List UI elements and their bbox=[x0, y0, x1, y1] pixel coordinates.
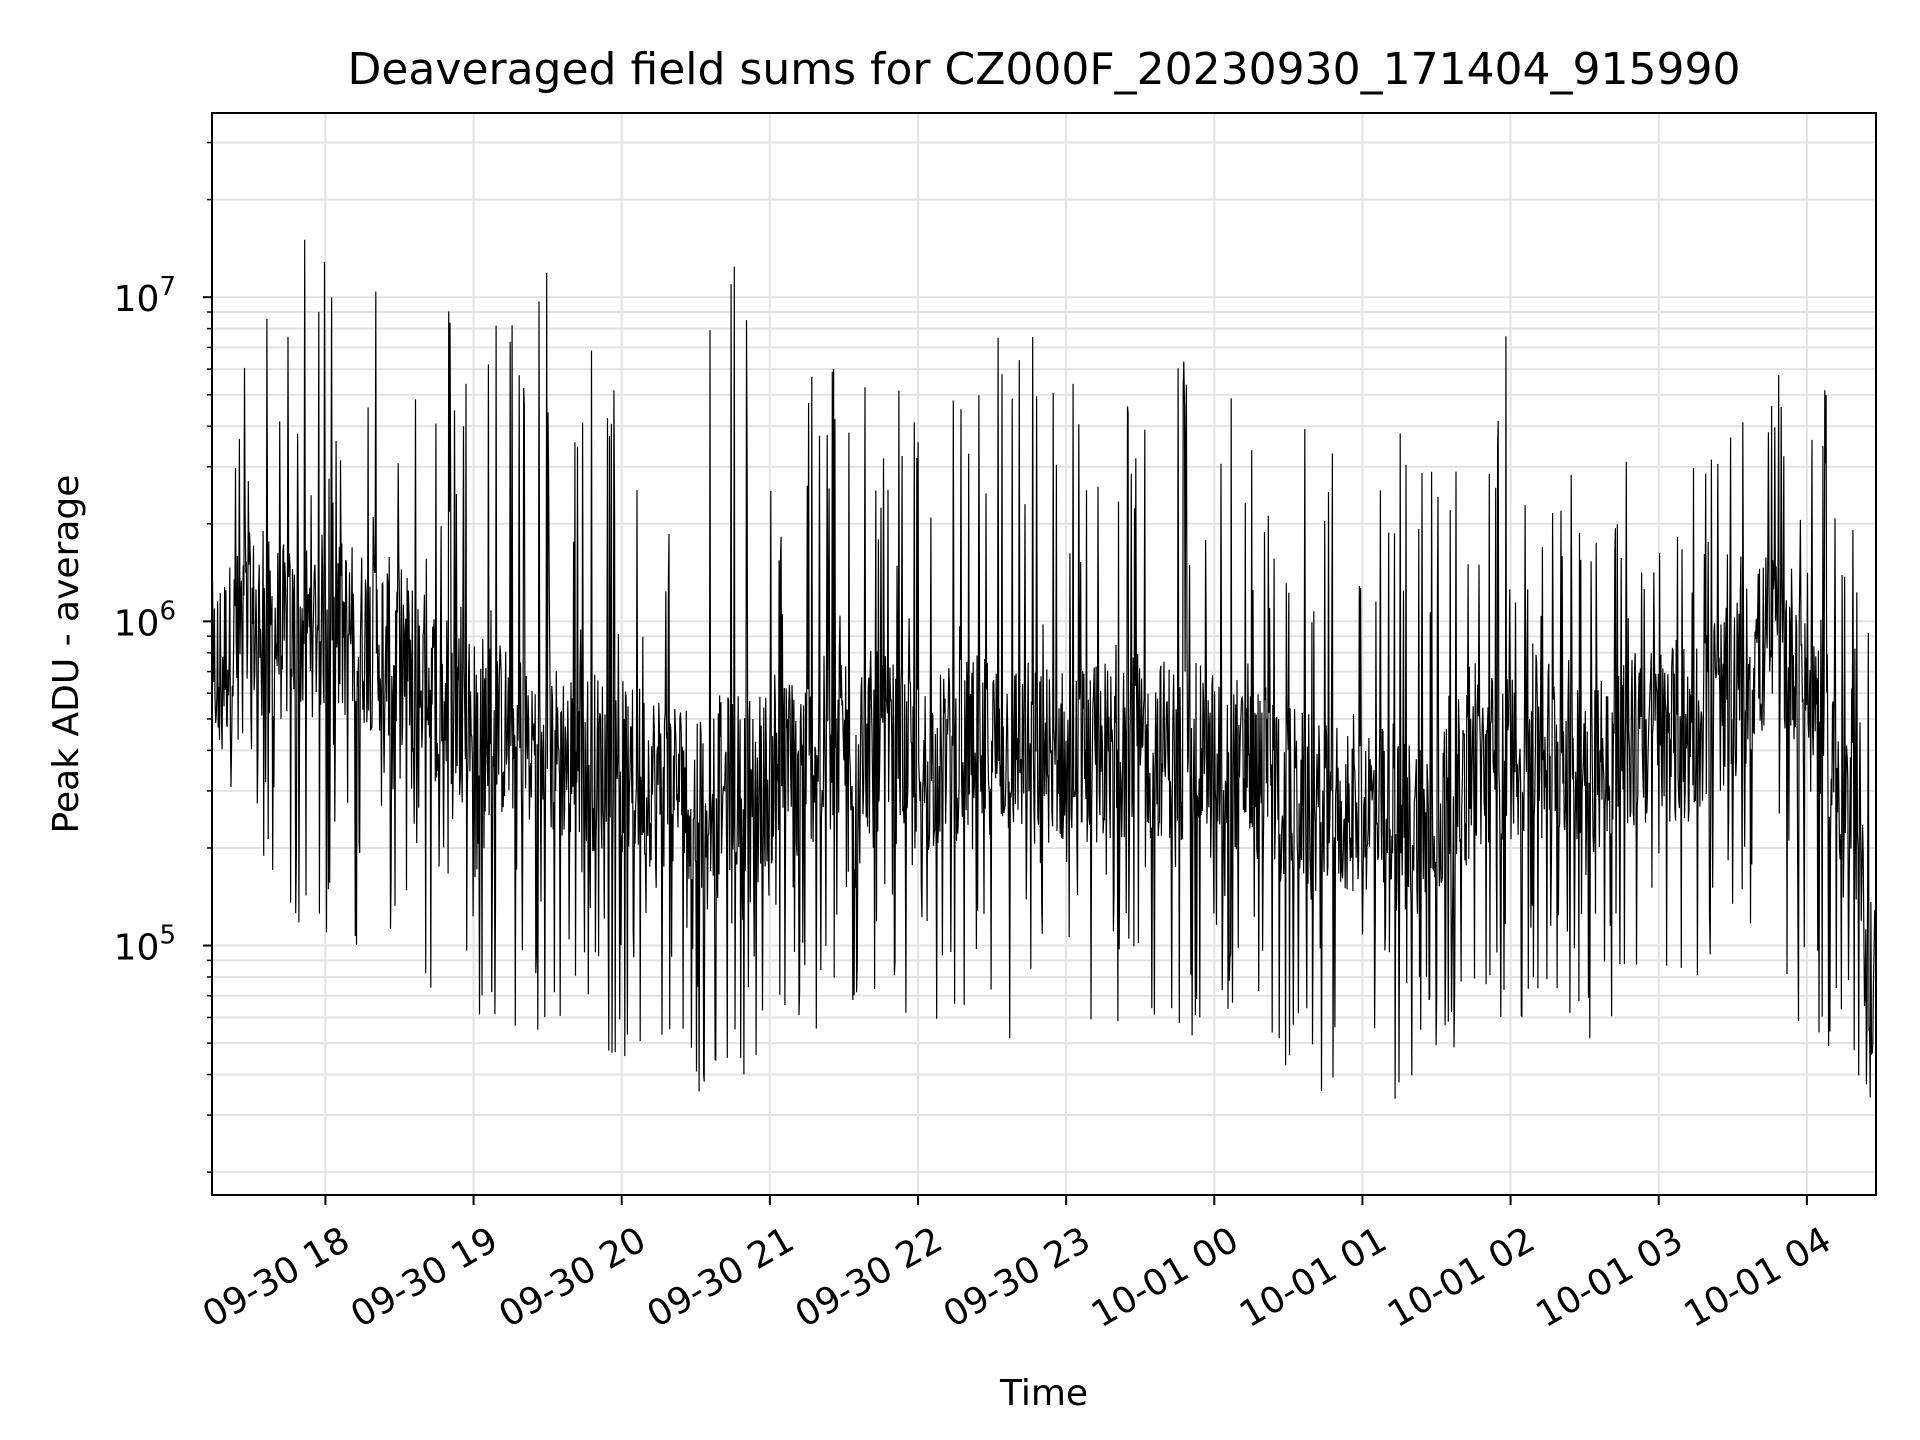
series-line bbox=[212, 239, 1876, 1099]
y-tick-label: 107 bbox=[114, 272, 176, 320]
plot-area bbox=[212, 239, 1876, 1099]
y-tick-label-exponent: 7 bbox=[159, 272, 176, 302]
y-tick-label: 106 bbox=[114, 596, 176, 644]
x-tick-label: 09-30 21 bbox=[640, 1219, 801, 1335]
x-tick-label: 09-30 20 bbox=[492, 1219, 653, 1335]
x-tick-label: 10-01 02 bbox=[1381, 1219, 1542, 1335]
y-tick-label-exponent: 6 bbox=[159, 596, 176, 626]
plot-frame bbox=[211, 112, 1877, 1196]
x-tick-label: 10-01 03 bbox=[1529, 1219, 1690, 1335]
x-tick-label: 09-30 18 bbox=[196, 1219, 357, 1335]
x-tick-label: 09-30 23 bbox=[937, 1219, 1098, 1335]
y-axis-label: Peak ADU - average bbox=[46, 475, 87, 834]
y-tick-label-exponent: 5 bbox=[159, 921, 176, 951]
x-tick-label: 10-01 01 bbox=[1233, 1219, 1394, 1335]
y-tick-label: 105 bbox=[114, 921, 176, 969]
chart-title: Deaveraged field sums for CZ000F_2023093… bbox=[347, 44, 1740, 95]
y-tick-label-base: 10 bbox=[114, 603, 160, 644]
y-tick-label-base: 10 bbox=[114, 928, 160, 969]
x-tick-label: 10-01 04 bbox=[1677, 1219, 1838, 1335]
y-tick-label-base: 10 bbox=[114, 279, 160, 320]
x-tick-label: 10-01 00 bbox=[1085, 1219, 1246, 1335]
x-axis-label: Time bbox=[999, 1373, 1088, 1414]
x-tick-label: 09-30 19 bbox=[344, 1219, 505, 1335]
x-tick-label: 09-30 22 bbox=[789, 1219, 950, 1335]
